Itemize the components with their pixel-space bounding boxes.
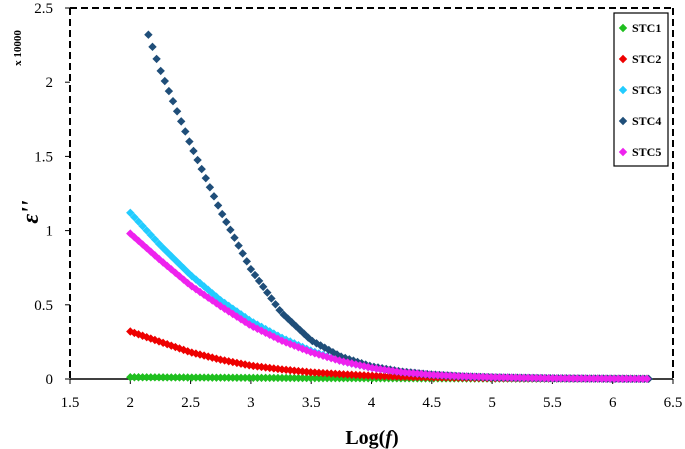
data-point [230, 233, 239, 242]
data-point [176, 117, 186, 126]
x-tick-label: 6.5 [664, 395, 683, 411]
x-axis-label: Log(f) [345, 427, 398, 449]
y-axis-ticks: 0 0.5 1 1.5 2 2.5 [34, 1, 70, 388]
data-point [144, 30, 153, 39]
data-point [234, 241, 243, 250]
data-point [246, 264, 256, 274]
data-point [148, 42, 157, 52]
data-point [181, 127, 190, 136]
data-point [213, 201, 223, 210]
data-point [164, 86, 174, 96]
data-point [183, 268, 192, 277]
data-point [217, 209, 227, 219]
y-tick-label: 0 [46, 372, 54, 388]
data-point [238, 249, 247, 258]
data-point [228, 357, 238, 367]
y-tick-label: 2.5 [34, 1, 53, 17]
legend: STC1 STC2 STC3 STC4 STC5 [613, 12, 669, 167]
y-axis-label: ε'' [18, 200, 44, 224]
y-tick-label: 0.5 [34, 298, 53, 314]
x-tick-label: 1.5 [61, 395, 80, 411]
legend-marker-STC3 [618, 85, 628, 95]
data-point [259, 282, 268, 291]
data-point [191, 275, 201, 284]
data-point [254, 276, 264, 286]
legend-label-STC1: STC1 [632, 21, 661, 35]
data-point [228, 304, 238, 313]
series-STC4 [144, 30, 653, 384]
data-point [126, 208, 135, 217]
data-point [152, 54, 161, 64]
data-point [228, 309, 238, 319]
legend-marker-STC5 [618, 147, 628, 157]
x-axis-label-suffix: ) [392, 427, 399, 449]
data-point [150, 235, 160, 244]
data-point [271, 300, 280, 309]
legend-label-STC2: STC2 [632, 52, 661, 66]
x-tick-label: 3.5 [302, 395, 321, 411]
data-point [209, 192, 219, 201]
data-point [197, 164, 206, 174]
data-point [226, 225, 235, 235]
data-point [201, 173, 210, 183]
legend-marker-STC4 [618, 116, 628, 126]
data-point [138, 221, 147, 231]
data-point [263, 288, 272, 297]
legend-marker-STC2 [618, 54, 628, 64]
x-tick-label: 4.5 [422, 395, 441, 411]
data-point [642, 374, 652, 384]
data-point [185, 137, 194, 146]
data-point [232, 312, 242, 321]
data-point [146, 230, 156, 240]
data-point [134, 217, 143, 226]
y-tick-label: 1 [46, 224, 54, 240]
x-tick-label: 5 [488, 395, 496, 411]
data-point [189, 146, 198, 156]
legend-marker-STC1 [618, 23, 628, 33]
legend-label-STC4: STC4 [632, 114, 661, 128]
multiplier-label: x 10000 [12, 30, 24, 66]
data-point [183, 347, 192, 356]
y-tick-label: 1.5 [34, 149, 53, 165]
series-STC5 [126, 229, 652, 384]
x-axis-label-prefix: Log( [345, 427, 385, 449]
data-point [138, 331, 147, 340]
data-point [236, 359, 246, 368]
data-point [168, 96, 178, 106]
x-tick-label: 3 [247, 395, 255, 411]
x-tick-label: 6 [609, 395, 617, 411]
x-tick-label: 5.5 [543, 395, 562, 411]
data-point [130, 213, 139, 222]
x-axis-ticks: 1.5 2 2.5 3 3.5 4 4.5 5 5.5 6 6.5 [61, 379, 683, 411]
data-point [242, 257, 251, 266]
data-point [142, 226, 151, 235]
y-tick-label: 2 [46, 75, 54, 91]
data-point [205, 183, 215, 192]
data-point [138, 240, 147, 249]
data-point [193, 155, 202, 165]
data-point [156, 66, 165, 76]
data-point [267, 294, 276, 303]
x-tick-label: 4 [368, 395, 376, 411]
data-point [160, 76, 169, 86]
series-layer [126, 30, 653, 384]
data-point [222, 217, 231, 227]
data-point [187, 271, 197, 281]
data-point [275, 305, 284, 315]
x-tick-label: 2 [127, 395, 135, 411]
x-axis-label-var: f [385, 427, 394, 449]
data-point [250, 270, 260, 280]
data-point [146, 334, 156, 343]
x-tick-label: 2.5 [181, 395, 200, 411]
data-point [172, 107, 182, 116]
legend-label-STC3: STC3 [632, 83, 661, 97]
legend-label-STC5: STC5 [632, 145, 661, 159]
